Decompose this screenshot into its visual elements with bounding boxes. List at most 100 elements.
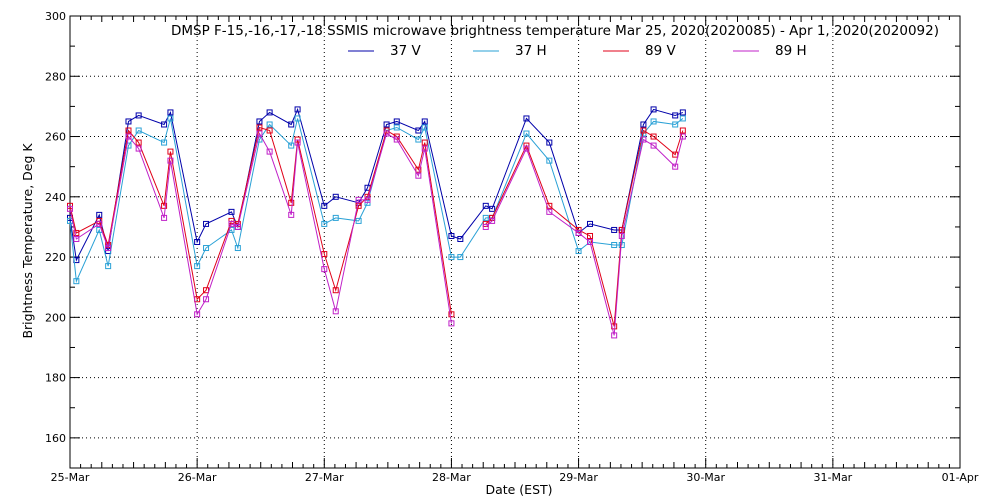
data-point-89v [161, 202, 168, 209]
data-point-89h [266, 148, 273, 155]
data-point-37h [234, 245, 241, 252]
data-point-89h [194, 311, 201, 318]
data-point-89h [575, 229, 582, 236]
data-point-89h [332, 308, 339, 315]
data-point-37v [546, 139, 553, 146]
data-point-37v [650, 106, 657, 113]
data-point-89h [288, 211, 295, 218]
data-point-89v [640, 127, 647, 134]
data-point-37h [650, 118, 657, 125]
data-point-89v [266, 127, 273, 134]
data-point-89v [125, 127, 132, 134]
data-point-89h [618, 232, 625, 239]
x-axis-label: Date (EST) [485, 482, 552, 497]
data-point-37v [96, 211, 103, 218]
data-point-37h [364, 199, 371, 206]
x-tick-label: 01-Apr [942, 471, 979, 484]
data-point-37h [457, 254, 464, 261]
data-point-89v [67, 202, 73, 209]
data-point-89h [448, 320, 455, 327]
data-point-37v [415, 127, 422, 134]
series-37h [67, 115, 686, 285]
data-point-37v [203, 220, 210, 227]
data-point-89v [135, 139, 142, 146]
series-line-37h [69, 118, 684, 284]
data-point-37h [332, 214, 339, 221]
data-point-89v [650, 133, 657, 140]
data-point-37h [618, 242, 625, 249]
data-point-37v [393, 118, 400, 125]
data-point-37h [415, 136, 422, 143]
data-point-37v [228, 208, 235, 215]
series-line-89v [69, 126, 452, 315]
x-tick-label: 31-Mar [813, 471, 852, 484]
data-point-89h [482, 223, 489, 230]
y-tick-label: 180 [45, 372, 66, 385]
grid [70, 16, 960, 468]
legend-label-37v: 37 V [390, 43, 421, 59]
data-point-89h [321, 266, 328, 273]
data-point-37v [125, 118, 132, 125]
data-point-37h [167, 115, 174, 122]
data-point-37h [294, 115, 301, 122]
data-point-89v [421, 139, 428, 146]
series-group [67, 106, 686, 339]
data-point-89h [294, 139, 301, 146]
data-point-89h [234, 223, 241, 230]
axis-ticks: 160 180 200 220 240 260 280 300 25-Mar 26-Mar 27-M… [45, 10, 979, 484]
y-tick-label: 260 [45, 131, 66, 144]
data-point-89h [125, 133, 132, 140]
data-point-89v [587, 232, 594, 239]
x-tick-label: 26-Mar [178, 471, 217, 484]
data-point-37v [523, 115, 530, 122]
data-point-89h [523, 145, 530, 152]
data-point-37v [611, 226, 618, 233]
data-point-37h [523, 130, 530, 137]
data-point-89h [161, 214, 168, 221]
series-line-89v [485, 129, 684, 327]
data-point-37h [448, 254, 455, 261]
data-point-89h [73, 235, 80, 242]
data-point-89h [105, 245, 112, 252]
y-tick-label: 240 [45, 191, 66, 204]
data-point-37h [194, 263, 201, 270]
data-point-37h [672, 121, 679, 128]
data-point-37v [288, 121, 295, 128]
data-point-37v [448, 232, 455, 239]
x-tick-label: 28-Mar [432, 471, 471, 484]
y-tick-label: 220 [45, 251, 66, 264]
data-point-89v [288, 199, 295, 206]
data-point-37h [288, 142, 295, 149]
data-point-37v [482, 202, 489, 209]
data-point-89v [332, 287, 339, 294]
series-89h [67, 130, 686, 339]
y-axis-label: Brightness Temperature, Deg K [20, 143, 35, 339]
data-point-37h [105, 263, 112, 270]
data-point-37h [421, 124, 428, 131]
series-line-89h [69, 132, 452, 324]
data-point-37v [321, 202, 328, 209]
data-point-89v [73, 229, 80, 236]
x-tick-label: 29-Mar [559, 471, 598, 484]
legend-label-89h: 89 H [775, 43, 807, 59]
data-point-89h [587, 239, 594, 245]
data-point-89h [421, 145, 428, 152]
series-89v [67, 124, 686, 330]
data-point-89h [679, 133, 686, 140]
data-point-37h [546, 157, 553, 164]
data-point-37v [640, 121, 647, 128]
data-point-37h [679, 115, 686, 122]
data-point-37v [161, 121, 168, 128]
data-point-89v [294, 136, 301, 143]
data-point-89h [355, 196, 362, 203]
data-point-37v [256, 118, 263, 125]
data-point-37v [679, 109, 686, 116]
data-point-89h [640, 136, 647, 143]
plot-frame [69, 15, 961, 469]
data-point-37h [203, 245, 210, 252]
data-point-37h [135, 127, 142, 134]
data-point-89h [96, 220, 103, 227]
data-point-89h [256, 130, 263, 137]
data-point-89v [672, 151, 679, 158]
